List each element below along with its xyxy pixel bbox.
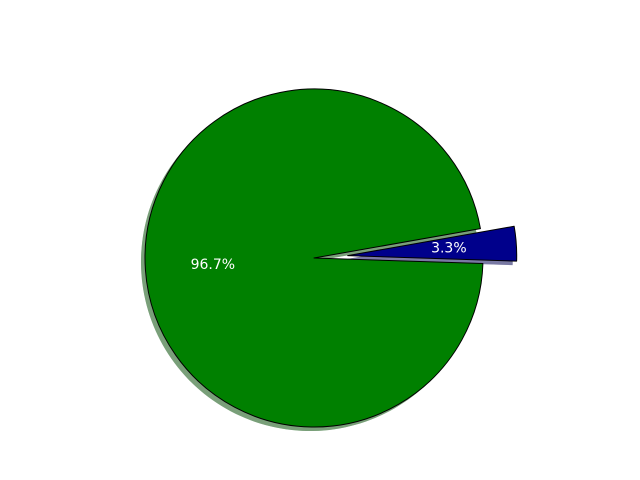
slice-label-0: 96.7% [191,257,235,273]
slice-label-1: 3.3% [431,240,467,256]
pie-labels: 96.7% 3.3% [191,240,467,273]
pie-slice-1 [347,225,518,262]
pie-slices [144,88,518,428]
pie-slice-0 [144,88,484,428]
